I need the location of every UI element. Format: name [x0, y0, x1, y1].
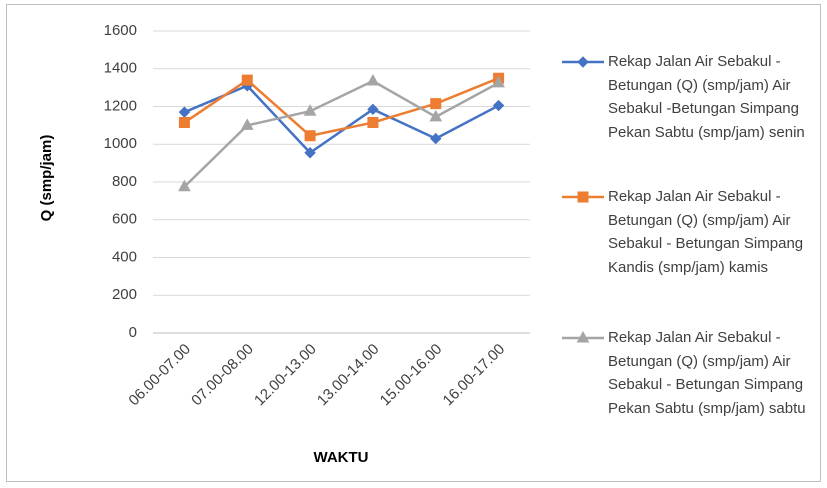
data-point: [303, 104, 317, 116]
y-tick-label: 800: [112, 173, 137, 190]
x-tick-label: 15.00-16.00: [377, 341, 446, 410]
x-tick-label: 16.00-17.00: [440, 341, 509, 410]
data-point: [492, 75, 505, 88]
data-point: [367, 117, 379, 129]
data-point: [429, 109, 443, 122]
data-point: [240, 118, 254, 130]
data-point: [304, 147, 316, 159]
legend-label: Rekap Jalan Air Sebakul - Betungan (Q) (…: [608, 53, 805, 141]
x-tick-label: 12.00-13.00: [251, 341, 320, 410]
legend-marker: [577, 191, 589, 203]
data-point: [366, 73, 380, 86]
data-point: [367, 103, 379, 116]
data-point: [178, 179, 191, 192]
legend-marker: [576, 330, 590, 343]
x-tick-label: 13.00-14.00: [314, 341, 383, 410]
series-line: [183, 77, 500, 138]
x-tick-label: 07.00-08.00: [188, 341, 257, 410]
series-line: [183, 84, 500, 155]
y-tick-label: 1200: [104, 97, 137, 114]
data-point: [178, 106, 191, 118]
data-point: [430, 132, 442, 145]
legend-label: Rekap Jalan Air Sebakul - Betungan (Q) (…: [608, 329, 806, 417]
y-tick-label: 1000: [104, 135, 137, 152]
chart-frame: [6, 4, 821, 482]
y-axis-title: Q (smp/jam): [38, 134, 55, 222]
y-tick-label: 1600: [104, 22, 137, 39]
x-tick-label: 06.00-07.00: [125, 341, 194, 410]
data-point: [241, 74, 253, 86]
series-line: [183, 79, 500, 188]
legend-label: Rekap Jalan Air Sebakul - Betungan (Q) (…: [608, 188, 804, 276]
y-tick-label: 600: [112, 211, 137, 228]
legend-marker: [577, 56, 589, 68]
x-axis-title: WAKTU: [314, 449, 369, 466]
y-tick-label: 0: [129, 324, 137, 341]
y-tick-label: 400: [112, 248, 137, 265]
data-point: [492, 99, 505, 112]
data-point: [430, 98, 442, 110]
y-tick-label: 200: [112, 286, 137, 303]
data-point: [178, 117, 190, 129]
y-tick-label: 1400: [104, 60, 137, 77]
data-point: [304, 130, 316, 142]
